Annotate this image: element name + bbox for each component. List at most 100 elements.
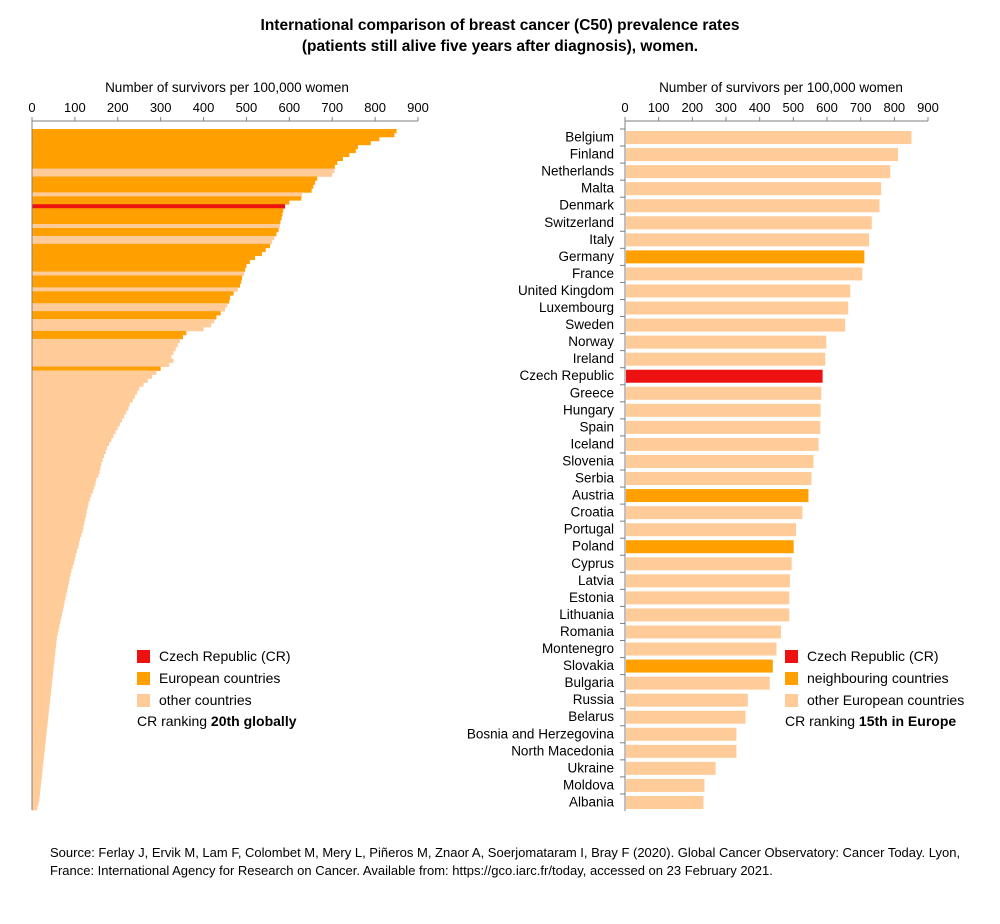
right-bar-other bbox=[626, 233, 870, 247]
right-bar-other bbox=[626, 608, 790, 622]
right-tick-label: 500 bbox=[782, 100, 804, 115]
right-category-label: Germany bbox=[558, 249, 614, 264]
right-category-label: Estonia bbox=[569, 590, 615, 605]
legend-label: other countries bbox=[159, 692, 252, 708]
right-tick-label: 800 bbox=[883, 100, 905, 115]
left-bar-europe bbox=[32, 311, 221, 316]
left-bar-other bbox=[32, 738, 46, 744]
legend-swatch-neighbour bbox=[785, 671, 798, 685]
right-bar-neighbour bbox=[626, 659, 773, 673]
left-bar-europe bbox=[32, 227, 279, 233]
right-bar-other bbox=[626, 506, 803, 520]
right-category-label: Czech Republic bbox=[519, 368, 614, 383]
left-bar-other bbox=[32, 798, 40, 803]
left-bar-europe bbox=[32, 330, 187, 336]
left-bar-other bbox=[32, 445, 108, 451]
right-category-label: Denmark bbox=[559, 198, 614, 213]
right-category-label: Bosnia and Herzegovina bbox=[467, 726, 615, 741]
left-bar-other bbox=[32, 730, 47, 736]
right-bar-other bbox=[626, 403, 821, 417]
left-bar-other bbox=[32, 695, 51, 700]
left-bar-other bbox=[32, 524, 84, 530]
left-bar-other bbox=[32, 608, 63, 613]
left-tick-label: 400 bbox=[193, 100, 215, 115]
left-bar-other bbox=[32, 734, 47, 740]
right-category-label: Malta bbox=[581, 181, 615, 196]
right-category-label: Iceland bbox=[570, 436, 614, 451]
right-bar-other bbox=[626, 454, 814, 468]
right-bar-other bbox=[626, 165, 891, 179]
left-bar-other bbox=[32, 414, 125, 419]
right-category-label: Croatia bbox=[570, 505, 614, 520]
left-bar-other bbox=[32, 651, 56, 656]
right-bar-other bbox=[626, 131, 912, 145]
left-bar-other bbox=[32, 410, 127, 415]
right-bar-other bbox=[626, 523, 797, 537]
left-bar-europe bbox=[32, 231, 277, 237]
right-bar-other bbox=[626, 778, 705, 792]
legend-swatch-cz bbox=[785, 649, 798, 663]
right-bar-other bbox=[626, 182, 882, 196]
left-bar-other bbox=[32, 572, 71, 577]
left-tick-label: 900 bbox=[407, 100, 429, 115]
right-category-label: Greece bbox=[570, 385, 614, 400]
left-bar-other bbox=[32, 802, 39, 807]
left-bar-europe bbox=[32, 220, 281, 225]
right-bar-other bbox=[626, 301, 849, 315]
left-bar-other bbox=[32, 354, 172, 359]
left-bar-other bbox=[32, 433, 114, 439]
right-bar-other bbox=[626, 557, 792, 571]
right-bar-other bbox=[626, 437, 819, 451]
right-category-label: Spain bbox=[579, 419, 614, 434]
right-tick-label: 400 bbox=[749, 100, 771, 115]
right-bar-other bbox=[626, 267, 863, 281]
right-category-label: Serbia bbox=[575, 471, 615, 486]
left-bar-europe bbox=[32, 299, 230, 304]
left-bar-other bbox=[32, 683, 52, 688]
legend-label: other European countries bbox=[807, 692, 965, 708]
left-bar-europe bbox=[32, 160, 338, 165]
left-bar-other bbox=[32, 326, 204, 332]
right-category-label: Sweden bbox=[565, 317, 614, 332]
left-bar-other bbox=[32, 560, 75, 565]
right-tick-label: 700 bbox=[850, 100, 872, 115]
left-tick-label: 800 bbox=[364, 100, 386, 115]
left-bar-other bbox=[32, 782, 42, 787]
left-bar-other bbox=[32, 742, 46, 747]
left-bar-other bbox=[32, 758, 44, 763]
left-bar-other bbox=[32, 580, 69, 585]
left-bar-other bbox=[32, 449, 106, 455]
left-bar-other bbox=[32, 548, 78, 553]
left-tick-label: 700 bbox=[321, 100, 343, 115]
left-bar-other bbox=[32, 568, 72, 573]
left-bar-other bbox=[32, 374, 153, 379]
left-bar-other bbox=[32, 592, 67, 597]
left-tick-label: 500 bbox=[236, 100, 258, 115]
left-bar-other bbox=[32, 564, 73, 569]
left-bar-other bbox=[32, 239, 273, 245]
left-bar-other bbox=[32, 358, 174, 363]
left-bar-other bbox=[32, 224, 280, 229]
right-tick-label: 200 bbox=[681, 100, 703, 115]
left-bar-europe bbox=[32, 247, 266, 253]
right-category-label: Netherlands bbox=[541, 164, 614, 179]
left-bar-cz bbox=[32, 204, 286, 209]
left-bar-other bbox=[32, 418, 123, 423]
right-category-label: Switzerland bbox=[544, 215, 614, 230]
left-bar-other bbox=[32, 786, 41, 791]
left-bar-other bbox=[32, 778, 42, 783]
left-bar-other bbox=[32, 707, 50, 712]
left-bar-other bbox=[32, 600, 65, 605]
left-bar-other bbox=[32, 287, 238, 292]
right-tick-label: 300 bbox=[715, 100, 737, 115]
left-bar-europe bbox=[32, 259, 250, 264]
left-legend-item-other: other countries bbox=[137, 689, 297, 711]
right-category-label: Finland bbox=[570, 147, 614, 162]
left-bar-other bbox=[32, 168, 335, 173]
right-bar-other bbox=[626, 710, 746, 724]
chart-title-line-2: (patients still alive five years after d… bbox=[301, 38, 699, 55]
left-bar-other bbox=[32, 303, 228, 308]
right-bar-neighbour bbox=[626, 250, 865, 264]
left-bar-other bbox=[32, 505, 88, 510]
